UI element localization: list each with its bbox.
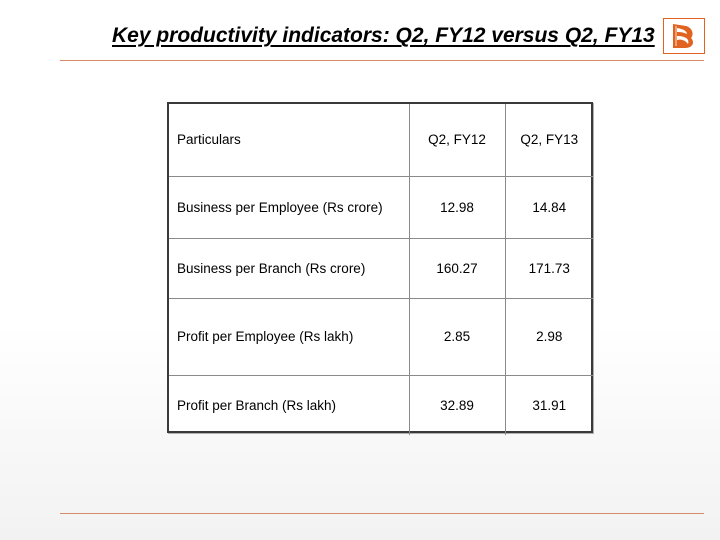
table-header-row: Particulars Q2, FY12 Q2, FY13 bbox=[169, 104, 593, 177]
row-label: Profit per Branch (Rs lakh) bbox=[169, 374, 410, 435]
header-q2-fy13: Q2, FY13 bbox=[504, 104, 593, 177]
table-row: Profit per Branch (Rs lakh) 32.89 31.91 bbox=[169, 374, 593, 435]
table-row: Business per Branch (Rs crore) 160.27 17… bbox=[169, 237, 593, 299]
header-q2-fy12: Q2, FY12 bbox=[408, 104, 506, 177]
row-label: Profit per Employee (Rs lakh) bbox=[169, 297, 410, 376]
row-value-fy13: 2.98 bbox=[504, 297, 593, 376]
bank-logo-icon bbox=[663, 18, 705, 54]
row-label: Business per Branch (Rs crore) bbox=[169, 237, 410, 299]
table-row: Business per Employee (Rs crore) 12.98 1… bbox=[169, 175, 593, 239]
row-value-fy12: 160.27 bbox=[408, 237, 506, 299]
productivity-table: Particulars Q2, FY12 Q2, FY13 Business p… bbox=[167, 102, 593, 435]
row-value-fy13: 31.91 bbox=[504, 374, 593, 435]
row-value-fy13: 171.73 bbox=[504, 237, 593, 299]
row-label: Business per Employee (Rs crore) bbox=[169, 175, 410, 239]
header-divider bbox=[60, 60, 704, 61]
table-row: Profit per Employee (Rs lakh) 2.85 2.98 bbox=[169, 297, 593, 376]
footer-divider bbox=[60, 513, 704, 514]
row-value-fy12: 2.85 bbox=[408, 297, 506, 376]
row-value-fy12: 12.98 bbox=[408, 175, 506, 239]
header-particulars: Particulars bbox=[169, 104, 410, 177]
slide-title: Key productivity indicators: Q2, FY12 ve… bbox=[112, 24, 655, 47]
row-value-fy12: 32.89 bbox=[408, 374, 506, 435]
row-value-fy13: 14.84 bbox=[504, 175, 593, 239]
